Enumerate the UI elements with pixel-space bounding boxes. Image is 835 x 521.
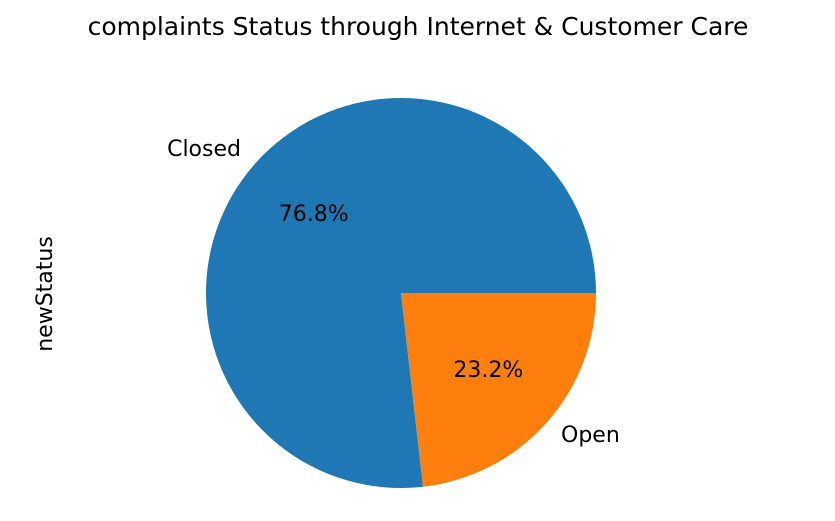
pie-slices [206,98,596,489]
slice-category-label-closed: Closed [167,137,241,162]
slice-category-label-open: Open [561,423,620,448]
slice-percent-label-closed: 76.8% [279,202,349,227]
pie-labels: Closed 76.8% Open 23.2% [167,137,620,448]
slice-percent-label-open: 23.2% [453,358,523,383]
chart-title: complaints Status through Internet & Cus… [88,12,749,41]
y-axis-label: newStatus [33,236,58,352]
pie-slice-open [401,293,596,487]
